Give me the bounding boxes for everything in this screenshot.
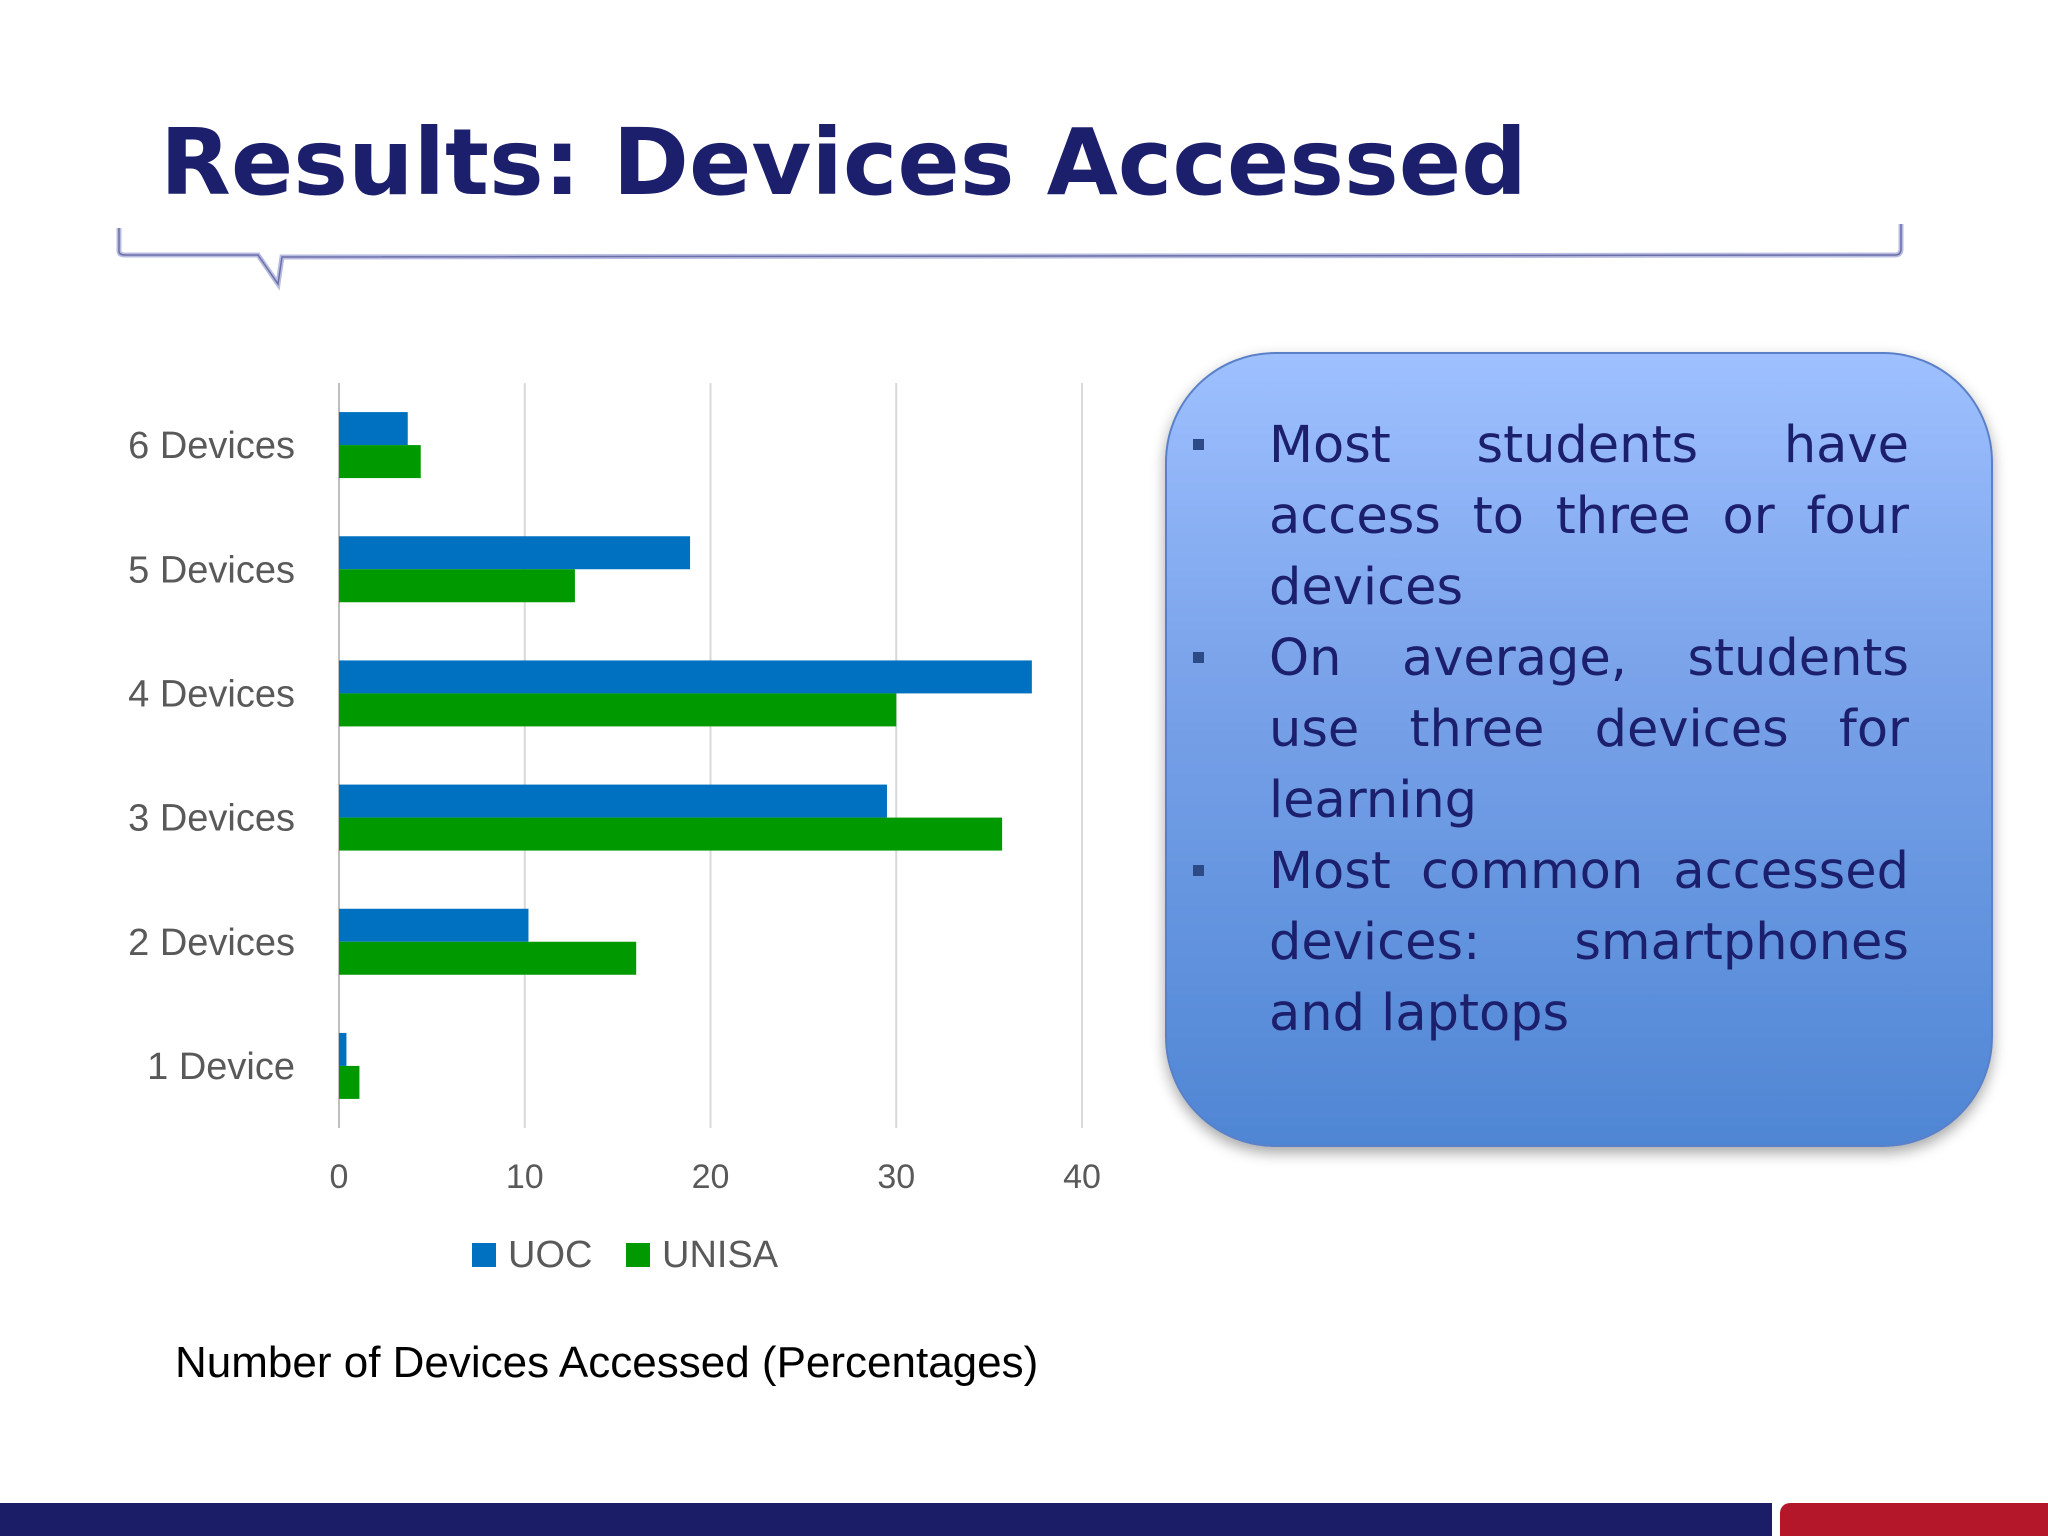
category-label: 4 Devices [128, 673, 295, 715]
summary-bullet: Most common accessed devices: smartphone… [1167, 836, 1909, 1049]
category-label: 1 Device [147, 1046, 295, 1088]
summary-callout: Most students have access to three or fo… [1165, 352, 1993, 1147]
summary-list: Most students have access to three or fo… [1167, 354, 1991, 1049]
legend-label-unisa: UNISA [662, 1234, 779, 1276]
bar-uoc-4 [339, 660, 1032, 694]
summary-bullet: On average, students use three devices f… [1167, 623, 1909, 836]
title-bracket-divider [116, 224, 1904, 291]
x-tick-label: 20 [692, 1158, 730, 1196]
chart-caption: Number of Devices Accessed (Percentages) [175, 1338, 1039, 1387]
x-tick-label: 10 [506, 1158, 544, 1196]
summary-bullet-text: Most students have access to three or fo… [1269, 416, 1909, 617]
bar-uoc-1 [339, 1032, 347, 1066]
bar-unisa-2 [339, 941, 637, 975]
footer-accent [1780, 1503, 2048, 1536]
category-label: 5 Devices [128, 549, 295, 591]
summary-bullet-text: Most common accessed devices: smartphone… [1269, 842, 1909, 1043]
bar-uoc-2 [339, 908, 529, 942]
summary-bullet-text: On average, students use three devices f… [1269, 629, 1909, 830]
square-bullet-icon [1193, 652, 1204, 663]
slide-title: Results: Devices Accessed [160, 109, 1528, 216]
square-bullet-icon [1193, 439, 1204, 450]
legend-swatch-uoc [472, 1243, 496, 1267]
chart-legend: UOC UNISA [472, 1234, 779, 1276]
category-label: 2 Devices [128, 922, 295, 964]
bar-chart: 1 Device 2 Devices 3 Devices 4 Devices 5 Dev… [128, 383, 1101, 1276]
legend-label-uoc: UOC [508, 1234, 592, 1276]
square-bullet-icon [1193, 865, 1204, 876]
x-tick-label: 0 [330, 1158, 349, 1196]
bar-unisa-3 [339, 817, 1003, 851]
bar-uoc-6 [339, 412, 408, 446]
x-tick-label: 30 [877, 1158, 915, 1196]
bar-unisa-6 [339, 445, 421, 479]
category-label: 3 Devices [128, 798, 295, 840]
bar-uoc-5 [339, 536, 691, 570]
bar-uoc-3 [339, 784, 887, 818]
summary-bullet: Most students have access to three or fo… [1167, 410, 1909, 623]
legend-swatch-unisa [626, 1243, 650, 1267]
bar-unisa-4 [339, 693, 897, 727]
category-label: 6 Devices [128, 425, 295, 467]
bar-unisa-5 [339, 569, 575, 603]
x-tick-label: 40 [1063, 1158, 1101, 1196]
bar-unisa-1 [339, 1065, 360, 1099]
footer-bar [0, 1503, 1772, 1536]
